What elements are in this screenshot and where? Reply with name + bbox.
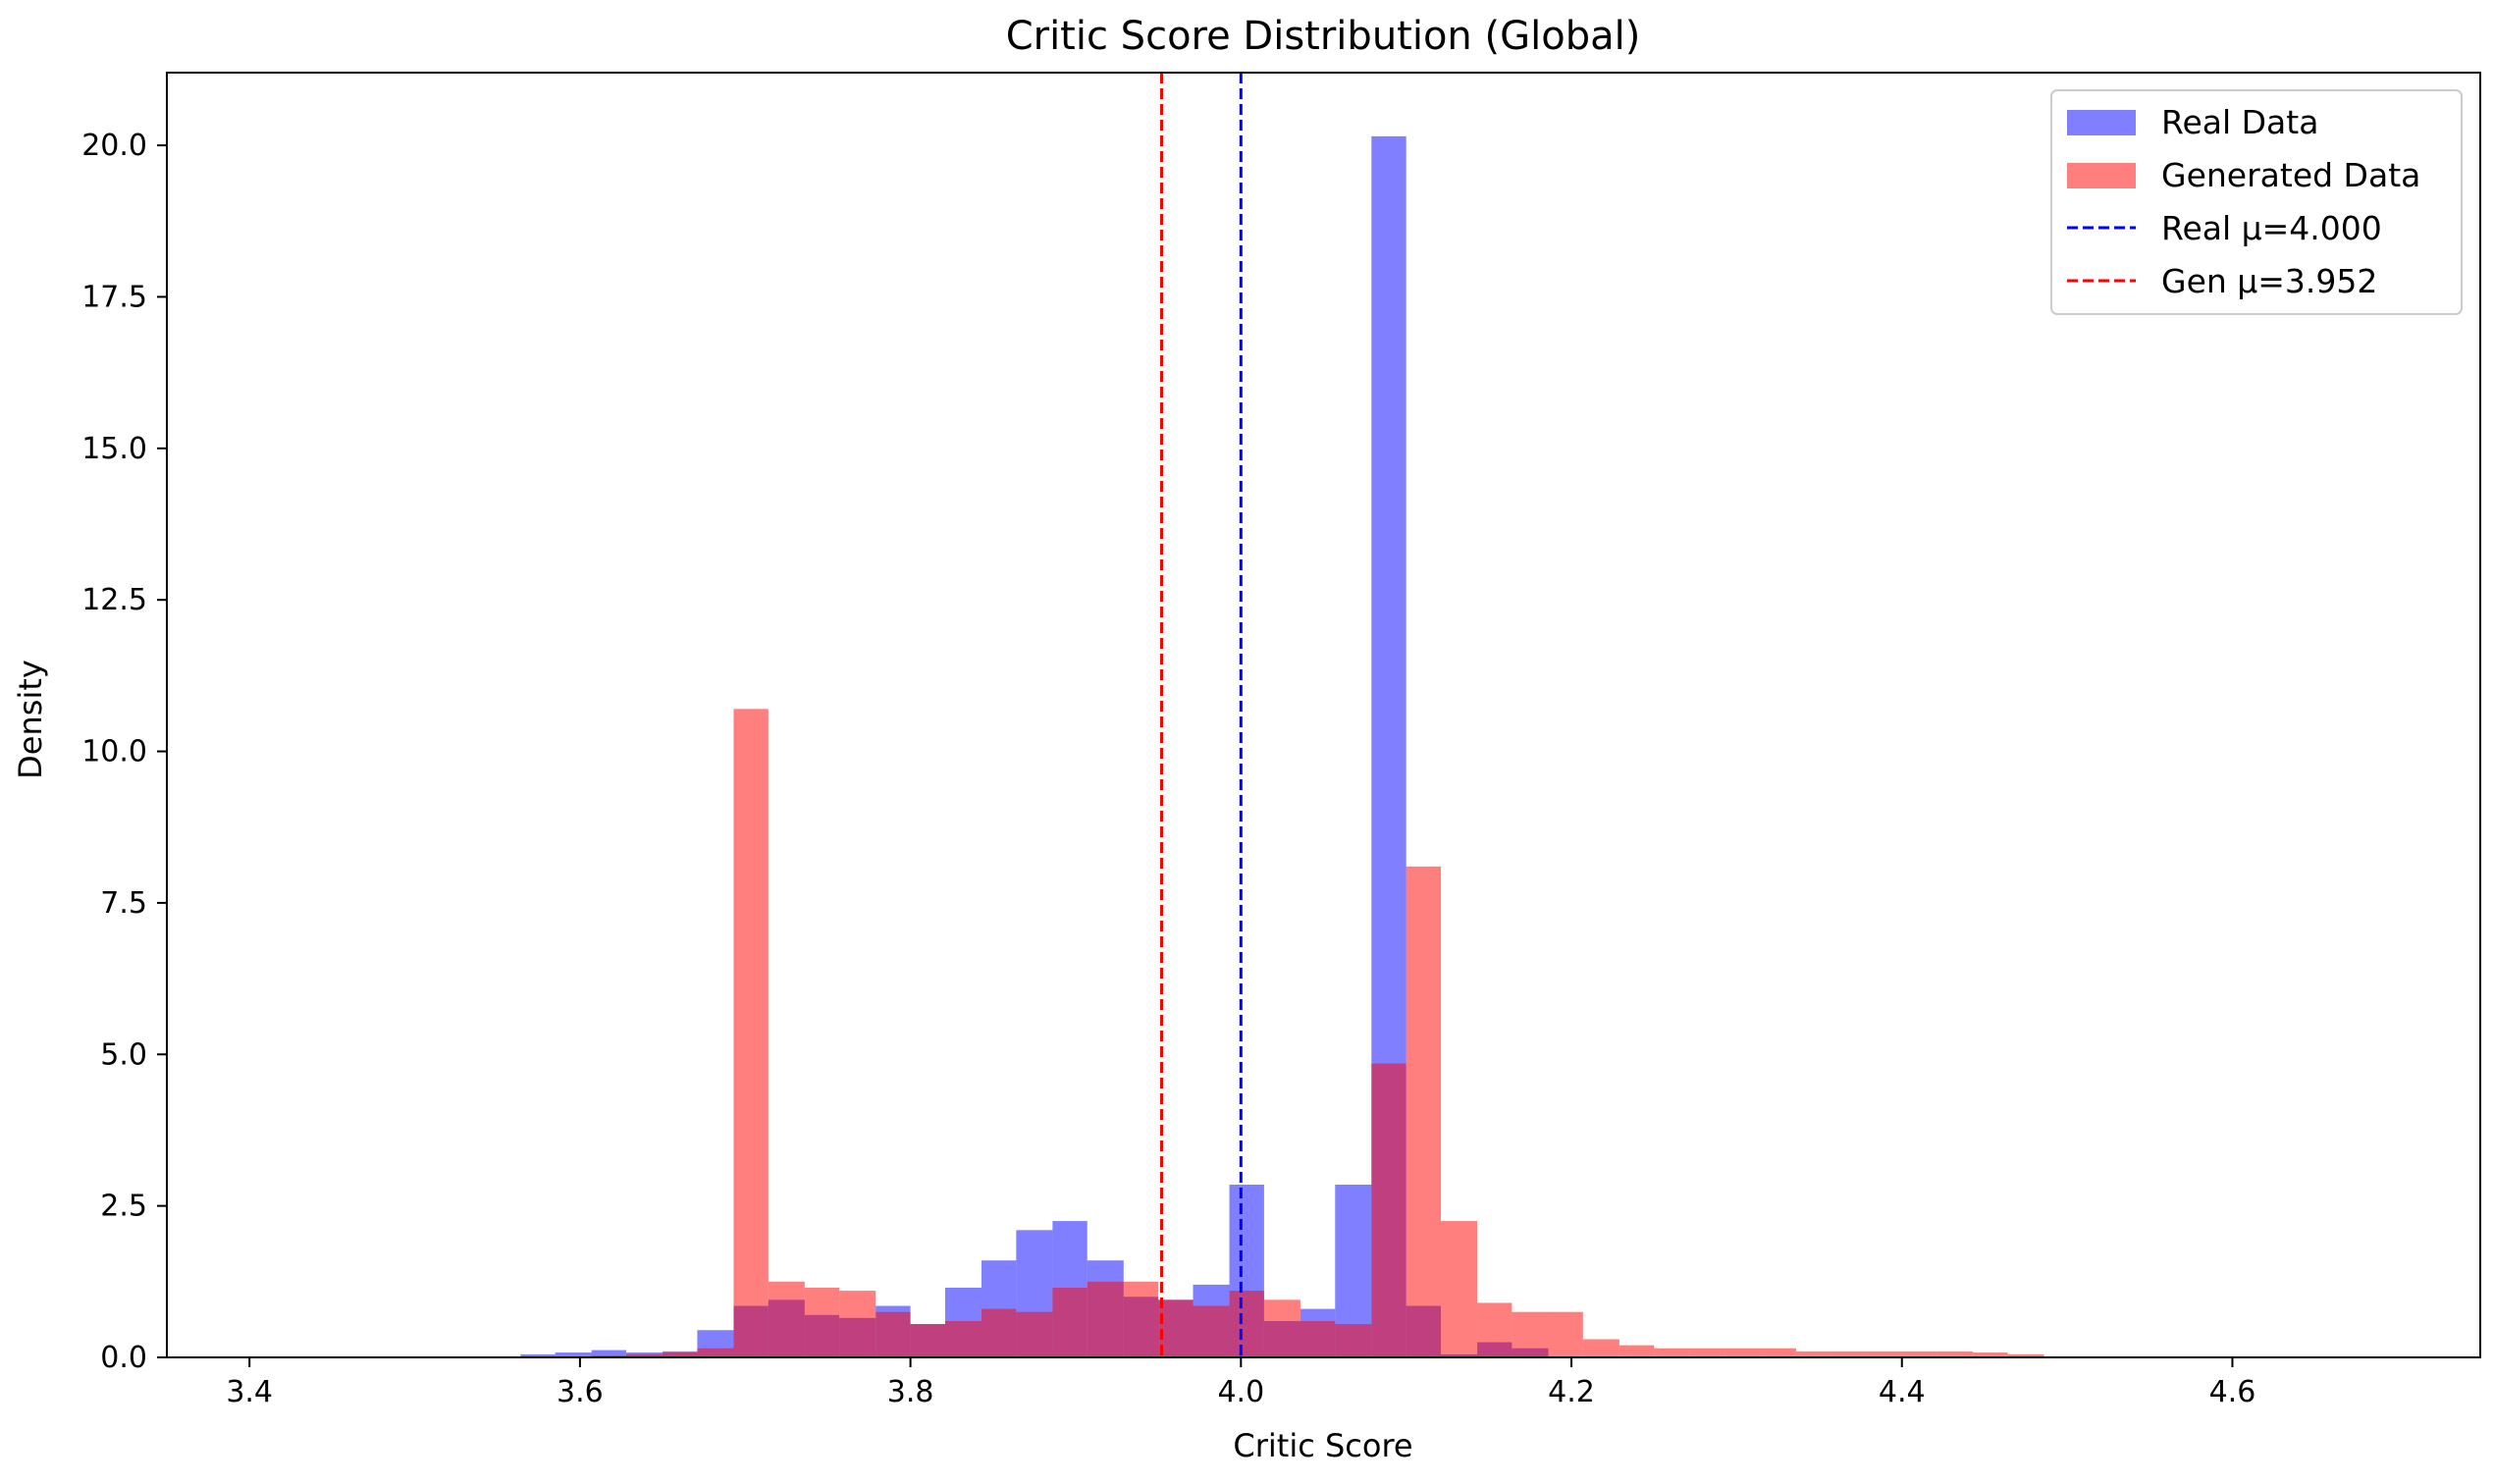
histogram-bar <box>1759 1348 1796 1357</box>
y-tick-label: 15.0 <box>81 432 147 466</box>
histogram-bar <box>1688 1348 1725 1357</box>
y-axis-label: Density <box>12 660 49 779</box>
plot-area <box>520 73 2044 1358</box>
histogram-bar <box>876 1311 911 1357</box>
histogram-bar <box>1052 1287 1088 1357</box>
legend: Real Data Generated Data Real μ=4.000 Gen μ… <box>2050 89 2463 315</box>
histogram-bar <box>1123 1281 1159 1357</box>
histogram-bar <box>1087 1281 1124 1357</box>
histogram-bar <box>1725 1348 1760 1357</box>
y-tick-label: 20.0 <box>81 129 147 163</box>
histogram-bar <box>1901 1351 1937 1357</box>
histogram-bar <box>520 1353 556 1357</box>
histogram-bar <box>982 1308 1017 1357</box>
series-generated-data <box>591 709 2044 1357</box>
legend-label: Real μ=4.000 <box>2161 209 2382 247</box>
histogram-bar <box>697 1348 734 1357</box>
y-tick-label: 17.5 <box>81 280 147 314</box>
x-tick-label: 4.2 <box>1548 1375 1595 1409</box>
x-axis-label: Critic Score <box>1233 1427 1412 1464</box>
y-tick-label: 12.5 <box>81 583 147 617</box>
legend-box <box>2050 89 2463 315</box>
histogram-bar <box>804 1287 840 1357</box>
plot-frame <box>166 72 2481 1358</box>
histogram-bar <box>1831 1351 1868 1357</box>
histogram-bar <box>1441 1221 1478 1357</box>
histogram-bar <box>1335 1324 1372 1357</box>
x-tick-label: 4.4 <box>1879 1375 1926 1409</box>
histogram-bar <box>1512 1311 1549 1357</box>
histogram-bar <box>839 1291 876 1357</box>
histogram-bar <box>1229 1291 1264 1357</box>
histogram-bar <box>2007 1353 2044 1357</box>
legend-label: Real Data <box>2161 103 2318 141</box>
y-tick-label: 7.5 <box>100 886 147 921</box>
histogram-bar <box>1867 1351 1902 1357</box>
histogram-bar <box>1654 1348 1689 1357</box>
x-tick-label: 3.6 <box>557 1375 604 1409</box>
histogram-bar <box>663 1352 698 1357</box>
histogram-bar <box>1300 1320 1336 1357</box>
y-tick-label: 5.0 <box>100 1037 147 1072</box>
histogram-bar <box>626 1353 663 1357</box>
y-tick-label: 10.0 <box>81 735 147 769</box>
legend-swatch <box>2067 110 2136 135</box>
histogram-bar <box>944 1320 982 1357</box>
histogram-bar <box>1796 1351 1831 1357</box>
histogram-bar <box>555 1352 592 1357</box>
histogram-bar <box>1406 866 1442 1357</box>
x-tick-label: 3.4 <box>226 1375 273 1409</box>
histogram-bar <box>1263 1299 1300 1357</box>
chart-title: Critic Score Distribution (Global) <box>1006 14 1641 59</box>
histogram-bar <box>733 709 769 1357</box>
histogram-bar <box>1973 1352 2008 1357</box>
histogram-bar <box>1937 1351 1974 1357</box>
x-tick-label: 4.6 <box>2209 1375 2256 1409</box>
y-tick-label: 0.0 <box>100 1341 147 1375</box>
histogram-bar <box>1016 1311 1053 1357</box>
histogram-bar <box>768 1281 805 1357</box>
histogram-bar <box>1477 1302 1512 1357</box>
histogram-bar <box>1582 1339 1619 1357</box>
histogram-bar <box>1193 1305 1230 1357</box>
histogram-bar <box>1371 1063 1406 1357</box>
histogram-bar <box>1548 1311 1583 1357</box>
legend-swatch <box>2067 163 2136 188</box>
x-tick-label: 3.8 <box>887 1375 934 1409</box>
x-tick-label: 4.0 <box>1217 1375 1264 1409</box>
legend-label: Generated Data <box>2161 156 2420 194</box>
legend-label: Gen μ=3.952 <box>2161 262 2377 300</box>
axes: 3.4 3.6 3.8 4.0 4.2 4.4 4.6 0.0 2.5 5.0 7.5 10.0 12.… <box>81 72 2481 1409</box>
histogram-bar <box>1618 1345 1655 1357</box>
histogram-bar <box>1158 1299 1194 1357</box>
histogram-bar <box>910 1324 945 1357</box>
histogram-bar <box>591 1350 627 1357</box>
y-tick-label: 2.5 <box>100 1190 147 1224</box>
